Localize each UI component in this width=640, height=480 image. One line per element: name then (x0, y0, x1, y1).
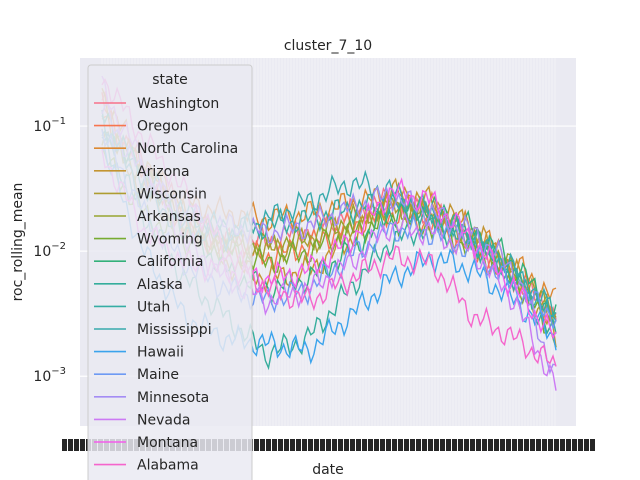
x-tick-label (80, 439, 85, 451)
x-tick-label (500, 439, 505, 451)
x-tick-label (362, 439, 367, 451)
x-tick-label (518, 439, 523, 451)
x-tick-label (488, 439, 493, 451)
legend-label: Wisconsin (137, 186, 207, 202)
x-tick-label (548, 439, 553, 451)
y-tick-label: 10−2 (33, 241, 66, 260)
x-tick-label (320, 439, 325, 451)
x-tick-label (410, 439, 415, 451)
x-tick-label (530, 439, 535, 451)
x-tick-label (344, 439, 349, 451)
x-tick-label (476, 439, 481, 451)
legend-label: Washington (137, 96, 219, 112)
x-tick-label (560, 439, 565, 451)
x-tick-label (254, 439, 259, 451)
x-tick-label (584, 439, 589, 451)
legend-label: Utah (137, 299, 170, 315)
x-tick-label (374, 439, 379, 451)
x-tick-label (590, 439, 595, 451)
x-tick-label (452, 439, 457, 451)
x-tick-label (68, 439, 73, 451)
x-tick-label (506, 439, 511, 451)
y-tick-label: 10−3 (33, 366, 66, 385)
x-tick-label (260, 439, 265, 451)
legend-label: Arkansas (137, 209, 201, 225)
x-tick-label (434, 439, 439, 451)
legend-label: Hawaii (137, 345, 184, 361)
x-tick-label (512, 439, 517, 451)
x-tick-label (302, 439, 307, 451)
x-tick-label (356, 439, 361, 451)
x-axis-label: date (312, 462, 344, 478)
legend-label: Alabama (137, 458, 199, 474)
legend-label: North Carolina (137, 141, 238, 157)
legend-label: Nevada (137, 412, 190, 428)
x-tick-label (290, 439, 295, 451)
x-tick-label (446, 439, 451, 451)
x-tick-label (74, 439, 79, 451)
y-tick-labels: 10−1 10−2 10−3 (33, 116, 66, 385)
y-tick-label: 10−1 (33, 116, 66, 135)
x-tick-label (440, 439, 445, 451)
x-tick-label (554, 439, 559, 451)
y-axis-label: roc_rolling_mean (10, 183, 26, 302)
x-tick-label (524, 439, 529, 451)
x-tick-label (326, 439, 331, 451)
x-tick-label (398, 439, 403, 451)
legend-label: Minnesota (137, 390, 209, 406)
x-tick-label (416, 439, 421, 451)
legend-label: Arizona (137, 164, 190, 180)
x-tick-label (266, 439, 271, 451)
legend-label: Oregon (137, 119, 188, 135)
x-tick-label (284, 439, 289, 451)
x-tick-label (422, 439, 427, 451)
legend-label: Montana (137, 435, 198, 451)
x-tick-label (542, 439, 547, 451)
legend-label: Alaska (137, 277, 183, 293)
x-tick-label (296, 439, 301, 451)
x-tick-label (482, 439, 487, 451)
chart-title: cluster_7_10 (284, 38, 372, 54)
x-tick-label (386, 439, 391, 451)
x-tick-label (458, 439, 463, 451)
x-tick-label (62, 439, 67, 451)
x-tick-label (272, 439, 277, 451)
x-tick-label (566, 439, 571, 451)
x-tick-label (494, 439, 499, 451)
x-tick-label (578, 439, 583, 451)
x-tick-label (464, 439, 469, 451)
x-tick-label (308, 439, 313, 451)
x-tick-label (428, 439, 433, 451)
legend: state Washington Oregon North Carolina Ariz… (87, 64, 253, 480)
legend-label: California (137, 254, 203, 270)
x-tick-label (350, 439, 355, 451)
x-tick-label (278, 439, 283, 451)
x-tick-label (380, 439, 385, 451)
x-tick-label (404, 439, 409, 451)
x-tick-label (332, 439, 337, 451)
legend-label: Mississippi (137, 322, 212, 338)
x-tick-label (470, 439, 475, 451)
legend-frame (87, 64, 253, 480)
x-tick-label (392, 439, 397, 451)
x-tick-label (536, 439, 541, 451)
legend-label: Maine (137, 367, 179, 383)
x-tick-label (314, 439, 319, 451)
legend-title: state (152, 72, 187, 88)
x-tick-label (338, 439, 343, 451)
x-tick-label (368, 439, 373, 451)
x-tick-label (572, 439, 577, 451)
legend-label: Wyoming (137, 232, 203, 248)
